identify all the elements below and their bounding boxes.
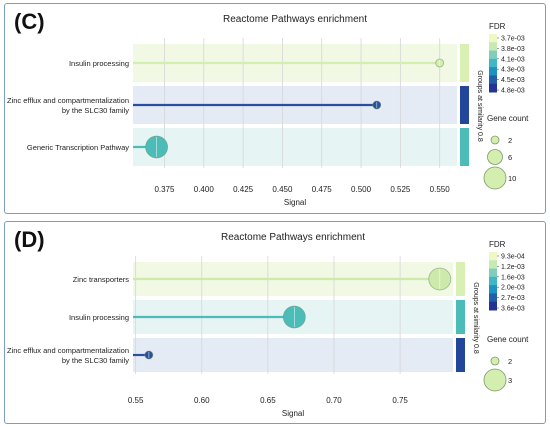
legend-gene-label: 6 <box>508 153 512 162</box>
legend-colorbar-segment <box>489 58 497 68</box>
legend-gene-label: 2 <box>508 136 512 145</box>
chart-title: Reactome Pathways enrichment <box>223 14 367 25</box>
y-category-label: by the SLC30 family <box>62 356 129 365</box>
x-tick-label: 0.500 <box>351 185 372 194</box>
legend-fdr-label: 2.0e-03 <box>501 285 525 292</box>
legend-gene-circle <box>490 356 500 366</box>
x-tick-label: 0.75 <box>392 396 408 405</box>
legend-fdr-label: 4.1e-03 <box>501 56 525 63</box>
group-bar <box>460 44 469 82</box>
x-axis-label: Signal <box>282 409 304 418</box>
chart-d: Reactome Pathways enrichment 0.55 0.60 0.65… <box>7 232 529 418</box>
y-category-label: Insulin processing <box>69 59 129 68</box>
group-bar <box>456 262 465 296</box>
group-axis-label: Groups at similarity 0.8 <box>472 282 479 354</box>
legend-colorbar-segment <box>489 252 497 261</box>
x-tick-label: 0.450 <box>272 185 293 194</box>
legend-fdr-label: 9.3e-04 <box>501 254 525 261</box>
row-band <box>133 128 457 166</box>
x-tick-label: 0.525 <box>390 185 411 194</box>
x-tick-label: 0.400 <box>194 185 215 194</box>
legend-gene-title: Gene count <box>487 114 529 123</box>
y-category-label: Insulin processing <box>69 313 129 322</box>
legend-colorbar-segment <box>489 34 497 43</box>
x-axis-label: Signal <box>284 198 306 207</box>
legend-fdr-label: 2.7e-03 <box>501 295 525 302</box>
legend-fdr-label: 4.5e-03 <box>501 77 525 84</box>
y-category-label: by the SLC30 family <box>62 106 129 115</box>
legend-fdr-label: 3.6e-03 <box>501 306 525 313</box>
group-bar <box>460 128 469 166</box>
legend-fdr-label: 4.3e-03 <box>501 67 525 74</box>
panel-label: (D) <box>14 227 45 252</box>
legend-fdr-label: 4.8e-03 <box>501 88 525 95</box>
legend-colorbar-segment <box>489 285 497 294</box>
legend-gene-label: 3 <box>508 376 512 385</box>
legend-gene-circle <box>483 166 507 190</box>
legend-gene-label: 2 <box>508 357 512 366</box>
legend-fdr-title: FDR <box>489 240 506 249</box>
chart-c: Reactome Pathways enrichment 0.375 0.400 0.… <box>7 14 529 207</box>
x-tick-label: 0.425 <box>233 185 254 194</box>
legend-colorbar-segment <box>489 83 497 93</box>
x-tick-label: 0.65 <box>260 396 276 405</box>
legend-colorbar-segment <box>489 293 497 303</box>
legend-fdr-label: 3.7e-03 <box>501 36 525 43</box>
group-bar <box>460 86 469 124</box>
legend-colorbar-segment <box>489 67 497 76</box>
group-bar <box>456 338 465 372</box>
y-category-label: Zinc efflux and compartmentalization <box>7 96 129 105</box>
legend-gene-circle <box>490 135 500 145</box>
legend-colorbar-segment <box>489 268 497 278</box>
x-tick-label: 0.60 <box>194 396 210 405</box>
group-axis-label: Groups at similarity 0.8 <box>476 70 483 142</box>
y-category-label: Zinc transporters <box>73 275 130 284</box>
legend-colorbar-segment <box>489 276 497 286</box>
legend-colorbar-segment <box>489 50 497 60</box>
y-category-label: Generic Transcription Pathway <box>27 143 129 152</box>
x-tick-label: 0.70 <box>326 396 342 405</box>
legend-colorbar-segment <box>489 260 497 270</box>
legend-colorbar-segment <box>489 301 497 311</box>
row-band <box>133 338 453 372</box>
legend-fdr-label: 1.2e-03 <box>501 264 525 271</box>
x-tick-label: 0.550 <box>430 185 451 194</box>
group-bar <box>456 300 465 334</box>
panel-c: (C) Reactome Pathways enrichment 0.375 0.4… <box>4 3 546 214</box>
panel-d: (D) Reactome Pathways enrichment 0.55 0.60… <box>4 221 546 424</box>
x-tick-label: 0.55 <box>128 396 144 405</box>
x-tick-label: 0.375 <box>154 185 175 194</box>
chart-title: Reactome Pathways enrichment <box>221 232 365 243</box>
legend-gene-circle <box>487 149 503 165</box>
legend-gene-label: 10 <box>508 174 516 183</box>
legend-fdr-label: 3.8e-03 <box>501 46 525 53</box>
legend-colorbar-segment <box>489 75 497 85</box>
legend-gene-circle <box>483 368 507 392</box>
legend-gene-title: Gene count <box>487 335 529 344</box>
legend-fdr-label: 1.6e-03 <box>501 274 525 281</box>
legend-fdr-title: FDR <box>489 22 506 31</box>
x-tick-label: 0.475 <box>312 185 333 194</box>
panel-label: (C) <box>14 9 45 34</box>
legend-colorbar-segment <box>489 42 497 52</box>
y-category-label: Zinc efflux and compartmentalization <box>7 346 129 355</box>
